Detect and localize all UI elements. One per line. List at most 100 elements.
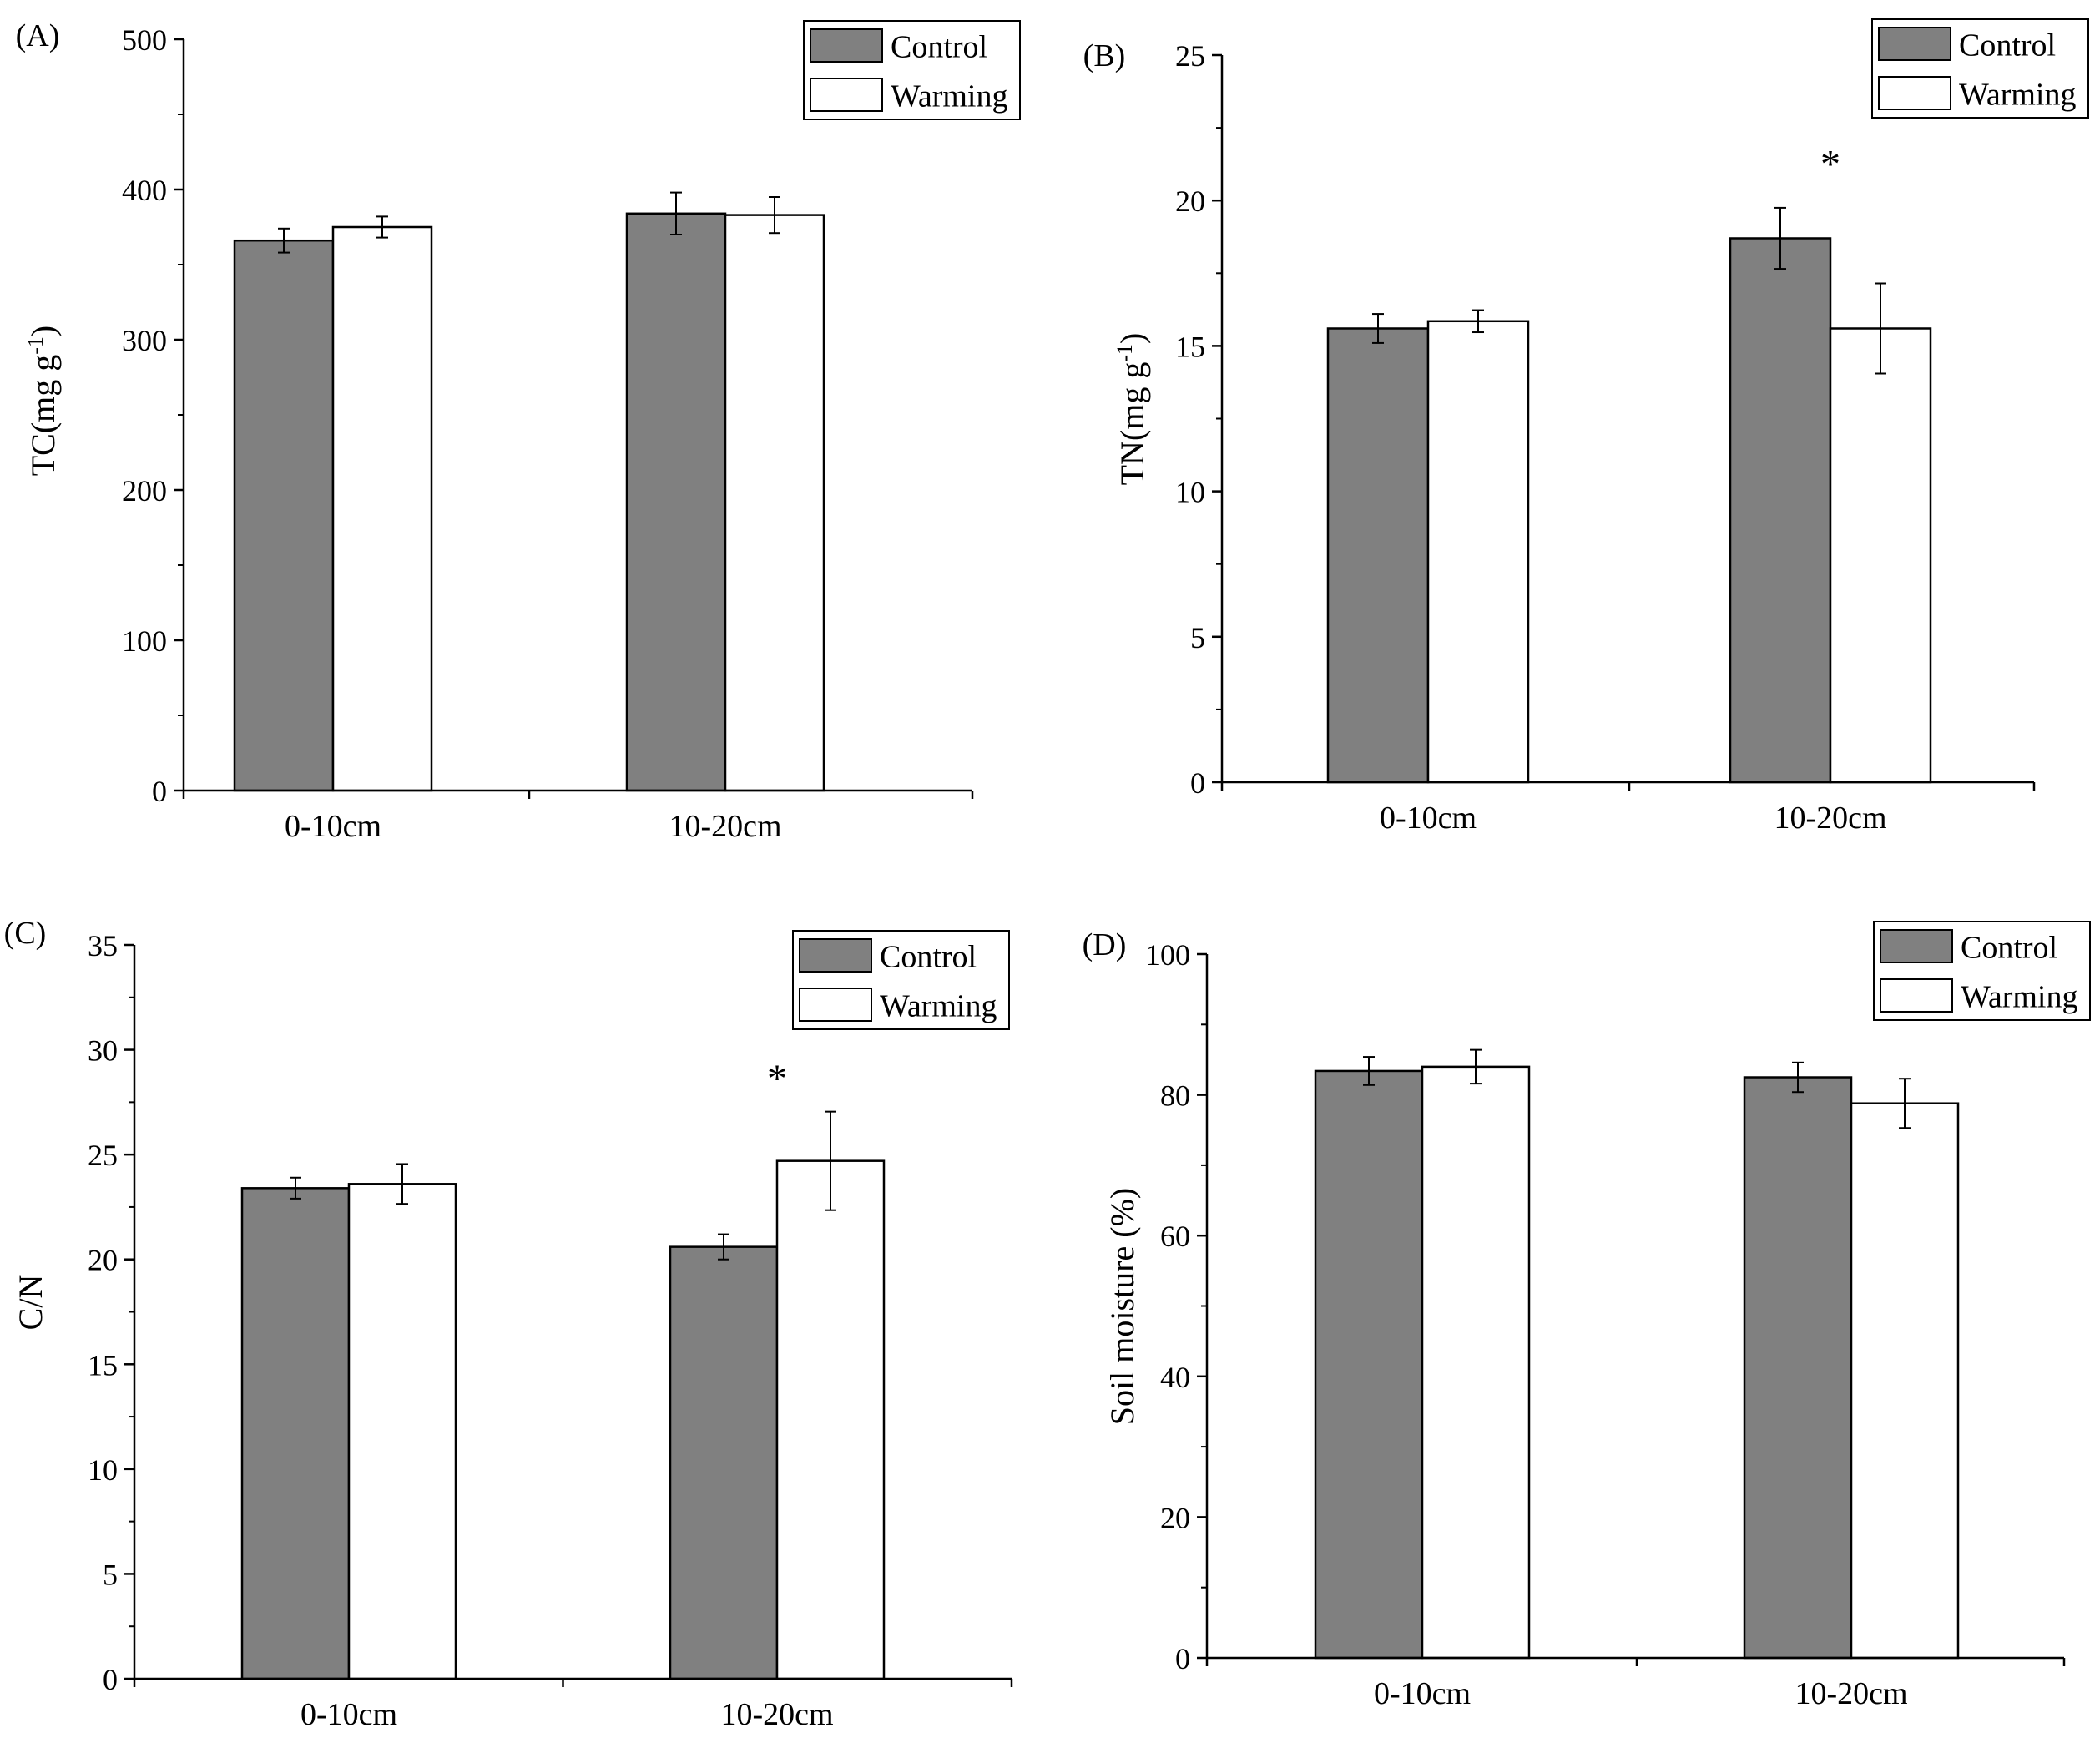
legend-label: Control (1961, 931, 2057, 966)
panel-label: (A) (16, 18, 60, 53)
bar-control (240, 1187, 351, 1680)
y-tick-label: 20 (1160, 1501, 1190, 1534)
y-tick-label: 0 (103, 1663, 118, 1696)
y-tick-label: 300 (122, 324, 167, 357)
error-bar (769, 196, 780, 235)
y-tick-label: 0 (1175, 1642, 1190, 1675)
bar-control (1729, 237, 1832, 784)
x-tick-label: 0-10cm (300, 1697, 397, 1732)
x-tick-label: 0-10cm (285, 809, 381, 844)
y-tick-label: 40 (1160, 1361, 1190, 1394)
significance-marker: * (1820, 142, 1840, 186)
y-tick-label: 15 (88, 1348, 118, 1382)
error-bar (1792, 1061, 1804, 1094)
bar-warming (1421, 1065, 1531, 1660)
error-bar (1472, 309, 1484, 334)
y-axis-label: TC(mg g-1) (23, 326, 63, 477)
error-bar (825, 1110, 836, 1211)
bar-warming (331, 225, 433, 792)
legend: Control Warming (792, 930, 1010, 1030)
legend-label: Warming (891, 79, 1007, 114)
legend-swatch-control (810, 28, 883, 63)
y-tick-label: 20 (88, 1244, 118, 1277)
error-bar (290, 1176, 301, 1200)
legend: Control Warming (1871, 18, 2089, 119)
legend-label: Control (1959, 28, 2056, 63)
y-tick-label: 5 (103, 1558, 118, 1591)
legend-label: Control (891, 30, 987, 65)
y-tick-label: 100 (1145, 938, 1190, 972)
bar-warming (1829, 327, 1932, 784)
error-bar (1470, 1048, 1482, 1085)
y-axis-label: Soil moisture (%) (1103, 1188, 1141, 1425)
error-bar (1774, 206, 1786, 270)
x-tick-label: 0-10cm (1380, 801, 1477, 836)
legend-label: Warming (1959, 78, 2076, 113)
bar-control (625, 212, 727, 792)
y-tick-label: 100 (122, 624, 167, 658)
chart-panel: (A) 0 100 200 300 400 500 0-10cm 10-20cm TC(mg g-… (16, 18, 1021, 844)
legend-swatch-control (799, 938, 872, 973)
legend: Control Warming (803, 20, 1021, 120)
bar-warming (775, 1159, 886, 1680)
chart-panel: (D) 0 20 40 60 80 100 0-10cm 10-20cm Soil moistur… (1083, 921, 2091, 1711)
legend-swatch-control (1878, 27, 1951, 61)
y-tick-label: 200 (122, 474, 167, 508)
legend-swatch-warming (1880, 978, 1953, 1013)
error-bar (1875, 282, 1886, 375)
legend-swatch-warming (1878, 76, 1951, 110)
x-tick-label: 10-20cm (1774, 801, 1886, 836)
bar-control (1743, 1076, 1853, 1660)
y-tick-label: 5 (1190, 621, 1205, 654)
panel-label: (D) (1083, 927, 1127, 962)
y-tick-label: 0 (1190, 766, 1205, 800)
error-bar (718, 1233, 729, 1261)
legend-swatch-warming (810, 78, 883, 112)
bar-warming (724, 214, 825, 792)
y-tick-label: 500 (122, 23, 167, 57)
bar-control (233, 239, 335, 792)
legend-label: Warming (1961, 980, 2077, 1015)
legend-swatch-control (1880, 929, 1953, 963)
bar-warming (1850, 1102, 1960, 1660)
y-tick-label: 10 (1175, 476, 1205, 509)
y-tick-label: 0 (152, 775, 167, 808)
panel-label: (B) (1083, 38, 1126, 73)
error-bar (1363, 1056, 1375, 1086)
error-bar (1899, 1078, 1911, 1129)
x-tick-label: 0-10cm (1374, 1676, 1471, 1711)
y-tick-label: 80 (1160, 1079, 1190, 1113)
bar-control (1326, 327, 1430, 784)
y-axis-label: C/N (12, 1275, 49, 1331)
bar-warming (1426, 320, 1530, 784)
y-tick-label: 400 (122, 174, 167, 207)
error-bar (376, 215, 388, 239)
error-bar (278, 227, 290, 254)
y-tick-label: 20 (1175, 184, 1205, 218)
x-tick-label: 10-20cm (669, 809, 781, 844)
x-tick-label: 10-20cm (1795, 1676, 1907, 1711)
legend-label: Warming (880, 989, 997, 1024)
y-axis-label: TN(mg g-1) (1113, 333, 1152, 486)
bar-control (1314, 1069, 1424, 1660)
y-tick-label: 35 (88, 929, 118, 962)
y-tick-label: 10 (88, 1453, 118, 1487)
error-bar (396, 1163, 408, 1205)
y-tick-label: 15 (1175, 330, 1205, 363)
y-tick-label: 25 (88, 1139, 118, 1172)
significance-marker: * (767, 1057, 787, 1101)
y-tick-label: 60 (1160, 1220, 1190, 1253)
chart-panel: (B) 0 5 10 15 20 25 0-10cm 10-20cm TN(mg g-1) * Con… (1083, 18, 2089, 836)
y-tick-label: 25 (1175, 39, 1205, 73)
y-tick-label: 30 (88, 1034, 118, 1068)
x-tick-label: 10-20cm (720, 1697, 833, 1732)
legend-label: Control (880, 940, 977, 975)
bar-warming (347, 1183, 457, 1680)
error-bar (670, 191, 682, 235)
bar-control (669, 1245, 779, 1680)
legend-swatch-warming (799, 988, 872, 1022)
legend: Control Warming (1873, 921, 2091, 1021)
error-bar (1372, 313, 1384, 344)
